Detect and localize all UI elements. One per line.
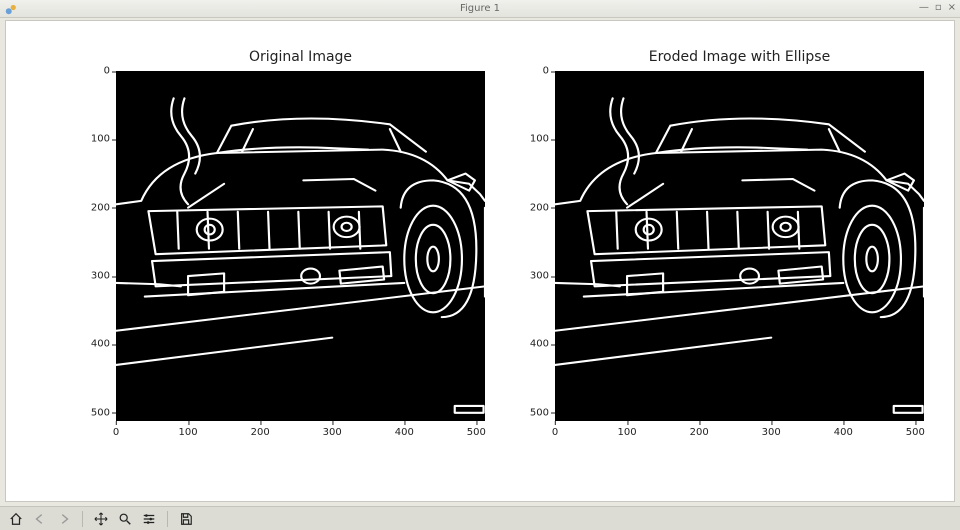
subplot-original-image: Original Image 0100200300400500 01002003… [76, 71, 485, 451]
back-button[interactable] [30, 509, 50, 529]
x-tick-label: 0 [552, 427, 558, 438]
image-axes[interactable] [555, 71, 924, 421]
x-tick-label: 100 [179, 427, 198, 438]
save-button[interactable] [176, 509, 196, 529]
x-tick-label: 200 [690, 427, 709, 438]
window-maximize-button[interactable]: ▫ [935, 1, 942, 15]
y-axis-ticks: 0100200300400500 [76, 71, 116, 421]
zoom-button[interactable] [115, 509, 135, 529]
configure-subplots-button[interactable] [139, 509, 159, 529]
x-tick-label: 200 [251, 427, 270, 438]
window-titlebar: Figure 1 — ▫ × [0, 0, 960, 18]
x-tick-label: 100 [618, 427, 637, 438]
home-button[interactable] [6, 509, 26, 529]
x-tick-label: 400 [395, 427, 414, 438]
subplot-eroded-image: Eroded Image with Ellipse 01002003004005… [515, 71, 924, 451]
toolbar-separator [167, 511, 168, 527]
image-axes[interactable] [116, 71, 485, 421]
forward-button[interactable] [54, 509, 74, 529]
y-tick-label: 0 [80, 66, 110, 77]
y-tick-label: 200 [519, 202, 549, 213]
y-tick-label: 300 [80, 271, 110, 282]
pan-button[interactable] [91, 509, 111, 529]
matplotlib-toolbar [0, 506, 960, 530]
y-tick-label: 400 [80, 339, 110, 350]
x-axis-ticks: 0 100 200 300 400 500 [555, 421, 924, 451]
y-tick-label: 400 [519, 339, 549, 350]
y-tick-label: 100 [80, 134, 110, 145]
y-tick-label: 100 [519, 134, 549, 145]
x-tick-label: 300 [323, 427, 342, 438]
x-axis-ticks: 0 100 200 300 400 500 [116, 421, 485, 451]
x-tick-label: 400 [834, 427, 853, 438]
y-tick-label: 300 [519, 271, 549, 282]
app-icon [4, 2, 18, 16]
window-close-button[interactable]: × [948, 1, 956, 15]
y-tick-label: 500 [519, 407, 549, 418]
y-tick-label: 500 [80, 407, 110, 418]
subplot-title: Original Image [116, 49, 485, 65]
figure-canvas: Original Image 0 100 200 300 400 500 0 100 200 3… [5, 20, 955, 502]
toolbar-separator [82, 511, 83, 527]
x-tick-label: 500 [467, 427, 486, 438]
subplot-title: Eroded Image with Ellipse [555, 49, 924, 65]
window-minimize-button[interactable]: — [919, 1, 929, 15]
x-tick-label: 300 [762, 427, 781, 438]
x-tick-label: 0 [113, 427, 119, 438]
y-tick-label: 0 [519, 66, 549, 77]
window-title: Figure 1 [460, 3, 500, 14]
x-tick-label: 500 [906, 427, 925, 438]
y-axis-ticks: 0100200300400500 [515, 71, 555, 421]
y-tick-label: 200 [80, 202, 110, 213]
